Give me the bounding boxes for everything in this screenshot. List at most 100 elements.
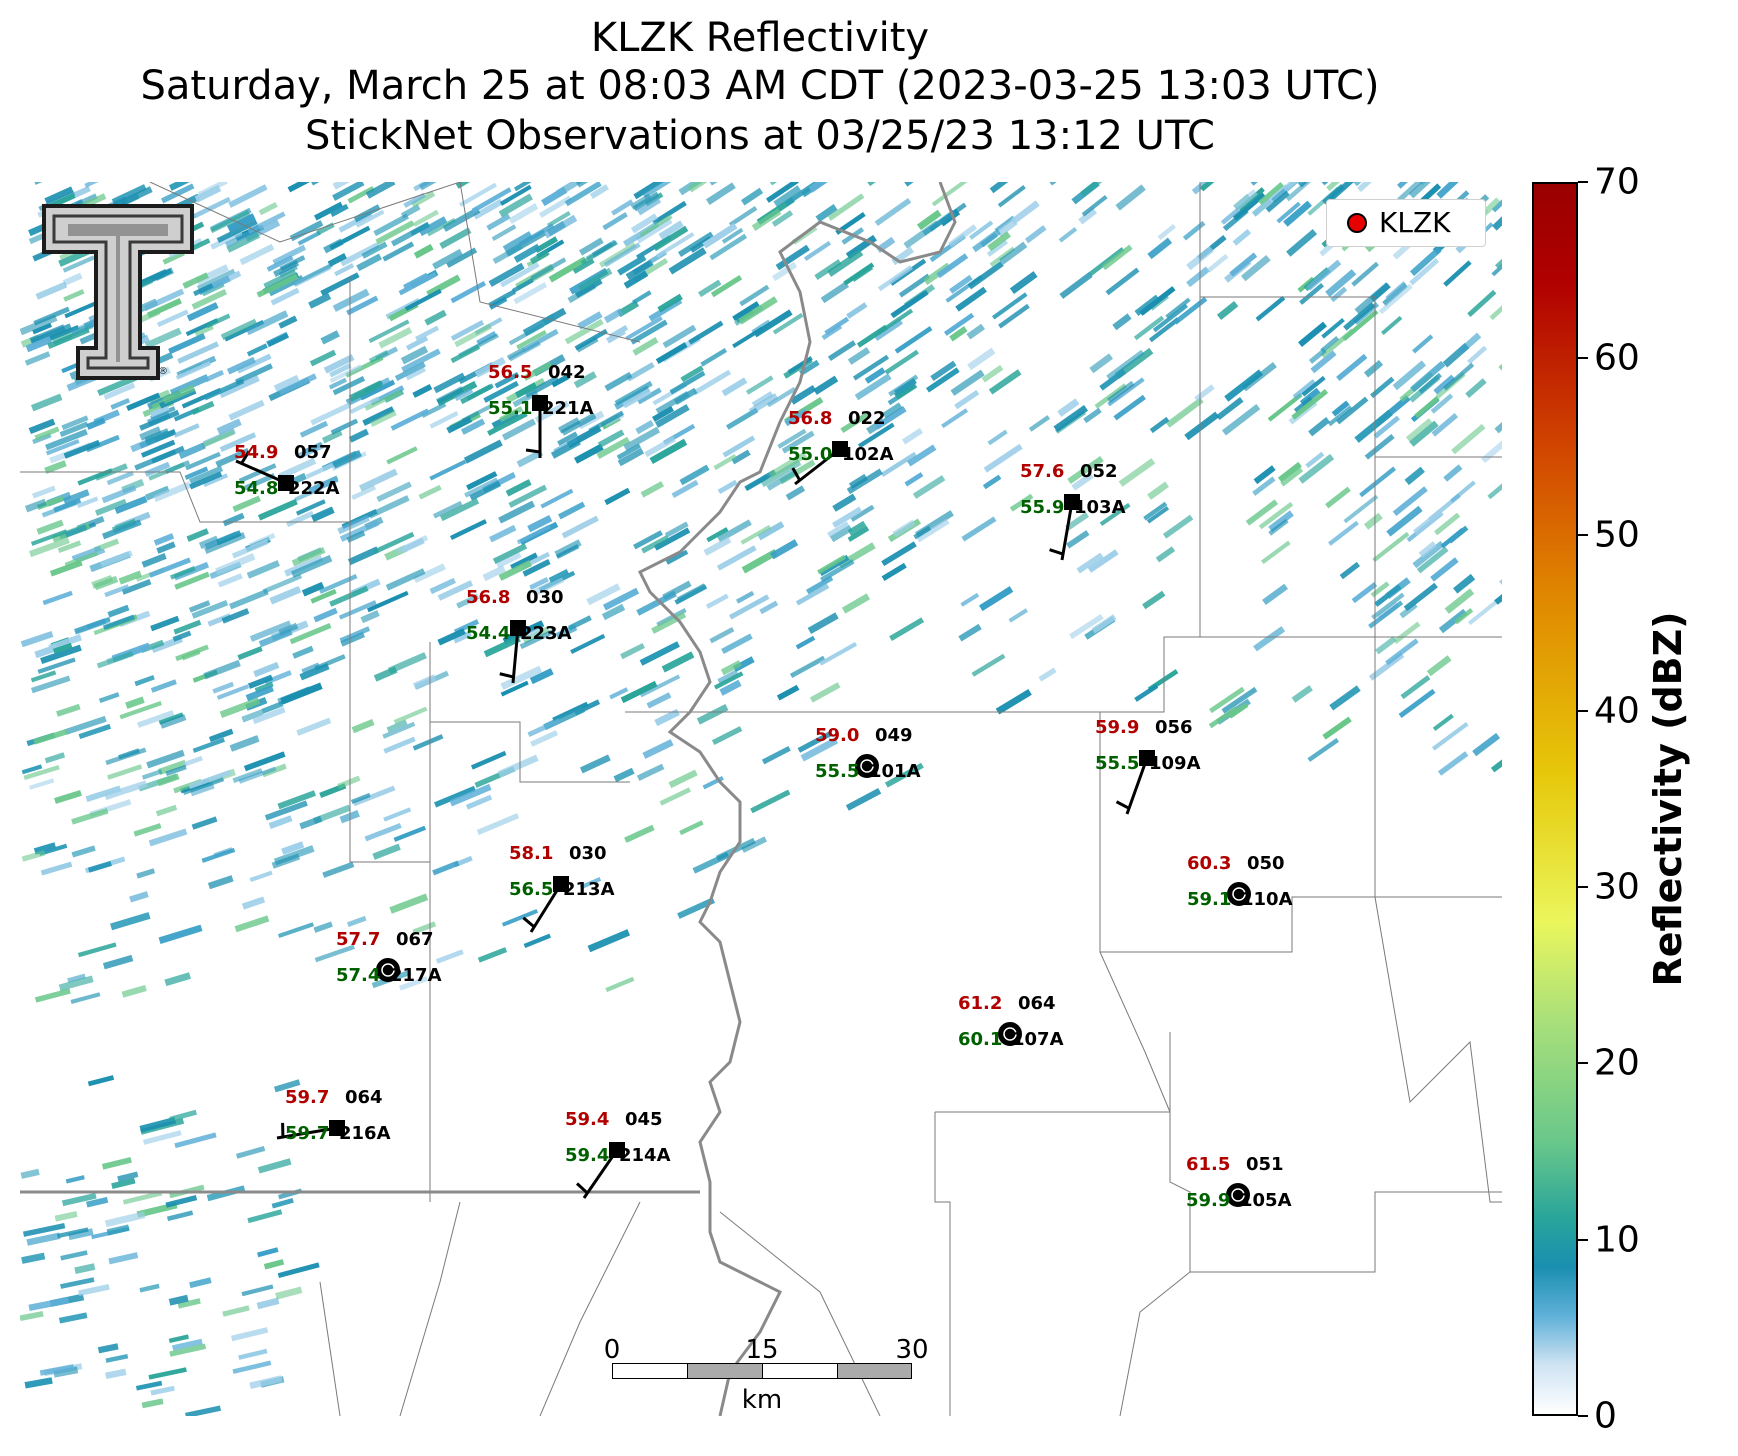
reflectivity-gate bbox=[165, 1194, 198, 1208]
station-wind-direction: 042 bbox=[548, 362, 586, 383]
station-marker-square[interactable] bbox=[832, 441, 848, 457]
reflectivity-gate bbox=[703, 536, 732, 556]
reflectivity-gate bbox=[679, 820, 704, 836]
reflectivity-gate bbox=[1152, 303, 1189, 333]
station-marker-square[interactable] bbox=[329, 1120, 345, 1136]
wind-barb bbox=[1049, 501, 1074, 561]
station-wind-direction: 050 bbox=[1247, 853, 1285, 874]
reflectivity-gate bbox=[967, 261, 1004, 290]
reflectivity-gate bbox=[501, 908, 539, 927]
station-dewpoint: 59.4 bbox=[565, 1145, 610, 1166]
reflectivity-gate bbox=[139, 1116, 177, 1133]
reflectivity-gate bbox=[523, 361, 553, 381]
map-panel[interactable] bbox=[20, 182, 1502, 1416]
reflectivity-gate bbox=[573, 371, 597, 389]
reflectivity-gate bbox=[263, 1259, 285, 1270]
reflectivity-gate bbox=[1335, 396, 1369, 425]
reflectivity-gate bbox=[432, 500, 463, 519]
colorbar-tick-label: 40 bbox=[1594, 690, 1640, 732]
reflectivity-gate bbox=[258, 628, 293, 648]
reflectivity-gate bbox=[461, 403, 494, 423]
reflectivity-gate bbox=[705, 182, 736, 206]
station-marker-calm[interactable] bbox=[855, 754, 879, 778]
reflectivity-gate bbox=[296, 717, 332, 736]
reflectivity-gate bbox=[1143, 501, 1168, 521]
reflectivity-gate bbox=[226, 356, 256, 375]
station-marker-calm[interactable] bbox=[1226, 1183, 1250, 1207]
colorbar-tick-mark bbox=[1578, 886, 1588, 889]
reflectivity-gate bbox=[1089, 353, 1114, 374]
reflectivity-gate bbox=[62, 272, 83, 286]
reflectivity-gate bbox=[1308, 417, 1331, 437]
reflectivity-gate bbox=[439, 497, 480, 522]
station-marker-square[interactable] bbox=[278, 475, 294, 491]
reflectivity-gate bbox=[1268, 510, 1294, 532]
reflectivity-gate bbox=[332, 288, 370, 312]
reflectivity-gate bbox=[492, 243, 523, 265]
reflectivity-gate bbox=[500, 665, 543, 690]
reflectivity-gate bbox=[1397, 182, 1408, 189]
station-marker-square[interactable] bbox=[532, 395, 548, 411]
reflectivity-gate bbox=[841, 593, 871, 614]
reflectivity-gate bbox=[404, 288, 442, 312]
reflectivity-gate bbox=[424, 309, 447, 326]
reflectivity-gate bbox=[301, 581, 325, 597]
reflectivity-gate bbox=[162, 384, 196, 405]
station-marker-square[interactable] bbox=[609, 1142, 625, 1158]
reflectivity-gate bbox=[1458, 332, 1482, 355]
station-marker-calm[interactable] bbox=[376, 958, 400, 982]
reflectivity-gate bbox=[64, 715, 107, 735]
reflectivity-gate bbox=[477, 947, 508, 963]
reflectivity-gate bbox=[110, 397, 131, 410]
station-marker-calm[interactable] bbox=[1227, 882, 1251, 906]
reflectivity-gate bbox=[781, 430, 815, 454]
reflectivity-gate bbox=[1385, 281, 1407, 301]
station-temperature: 59.0 bbox=[815, 725, 860, 746]
reflectivity-gate bbox=[121, 984, 147, 998]
colorbar-tick-mark bbox=[1578, 709, 1588, 712]
reflectivity-gate bbox=[561, 412, 597, 436]
reflectivity-gate bbox=[971, 653, 1006, 677]
reflectivity-gate bbox=[852, 354, 890, 381]
reflectivity-gate bbox=[881, 562, 907, 581]
reflectivity-gate bbox=[1261, 540, 1291, 565]
reflectivity-gate bbox=[1393, 621, 1421, 644]
reflectivity-gate bbox=[449, 519, 487, 540]
reflectivity-gate bbox=[230, 1327, 269, 1342]
station-marker-square[interactable] bbox=[553, 876, 569, 892]
station-marker-square[interactable] bbox=[1064, 494, 1080, 510]
reflectivity-gate bbox=[32, 433, 52, 445]
reflectivity-gate bbox=[355, 209, 385, 228]
reflectivity-gate bbox=[74, 617, 111, 635]
reflectivity-gate bbox=[518, 223, 555, 247]
reflectivity-gate bbox=[405, 367, 426, 381]
reflectivity-gate bbox=[777, 428, 807, 449]
reflectivity-gate bbox=[219, 697, 261, 718]
reflectivity-gate bbox=[103, 382, 136, 400]
station-marker-calm[interactable] bbox=[998, 1022, 1022, 1046]
reflectivity-gate bbox=[1472, 732, 1501, 757]
reflectivity-gate bbox=[26, 1232, 61, 1246]
reflectivity-gate bbox=[204, 369, 224, 383]
station-marker-square[interactable] bbox=[1139, 750, 1155, 766]
reflectivity-gate bbox=[338, 600, 377, 620]
reflectivity-gate bbox=[978, 586, 1014, 612]
reflectivity-gate bbox=[220, 318, 258, 341]
reflectivity-gate bbox=[148, 557, 191, 578]
reflectivity-gate bbox=[745, 375, 774, 395]
reflectivity-gate bbox=[983, 443, 1023, 473]
reflectivity-gate bbox=[34, 988, 71, 1003]
reflectivity-gate bbox=[106, 470, 134, 486]
reflectivity-gate bbox=[706, 527, 729, 543]
reflectivity-gate bbox=[787, 356, 813, 375]
reflectivity-gate bbox=[246, 560, 280, 579]
reflectivity-gate bbox=[633, 530, 663, 550]
station-marker-square[interactable] bbox=[510, 620, 526, 636]
reflectivity-gate bbox=[523, 933, 551, 949]
reflectivity-gate bbox=[1245, 499, 1279, 526]
reflectivity-gate bbox=[169, 565, 196, 580]
reflectivity-gate bbox=[818, 554, 850, 577]
reflectivity-gate bbox=[52, 642, 73, 654]
reflectivity-gate bbox=[654, 404, 690, 428]
reflectivity-gate bbox=[807, 612, 839, 635]
